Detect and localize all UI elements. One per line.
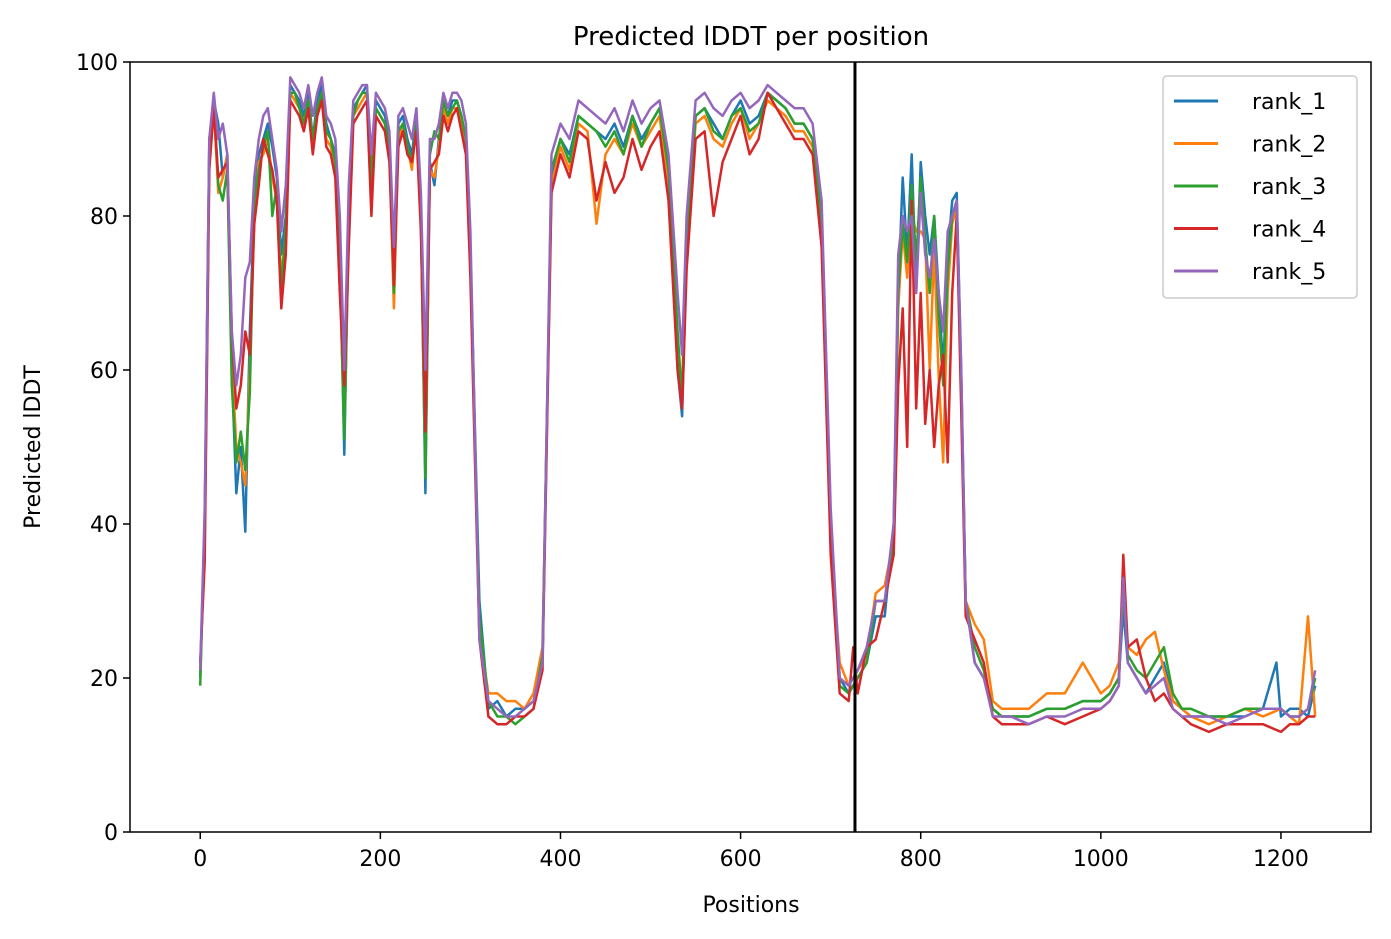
y-axis: 0 20 40 60 80 100: [76, 51, 130, 846]
y-tick-label: 100: [76, 51, 118, 76]
series-line-rank_4: [198, 91, 1316, 734]
y-tick-label: 0: [104, 821, 118, 846]
x-axis-title: Positions: [702, 893, 799, 918]
x-tick-label: 1000: [1073, 847, 1129, 872]
legend-label-rank_2: rank_2: [1252, 133, 1326, 158]
chart-title: Predicted lDDT per position: [573, 22, 929, 52]
y-axis-title: Predicted lDDT: [21, 365, 46, 529]
legend-box: [1162, 75, 1358, 299]
y-tick-label: 60: [90, 359, 118, 384]
x-tick-label: 600: [720, 847, 762, 872]
y-tick-label: 80: [90, 205, 118, 230]
legend-label-rank_5: rank_5: [1252, 260, 1326, 285]
x-tick-label: 200: [359, 847, 401, 872]
legend: rank_1 rank_2 rank_3 rank_4 rank_5: [1162, 75, 1358, 299]
series-line-rank_5: [198, 76, 1317, 726]
series-layer: [198, 76, 1317, 734]
x-tick-label: 400: [539, 847, 581, 872]
x-tick-label: 0: [193, 847, 207, 872]
legend-label-rank_4: rank_4: [1252, 218, 1326, 243]
y-tick-label: 20: [90, 667, 118, 692]
y-tick-label: 40: [90, 513, 118, 538]
legend-label-rank_1: rank_1: [1252, 90, 1326, 115]
x-axis: 0 200 400 600 800 1000 1200: [193, 832, 1309, 872]
x-tick-label: 800: [900, 847, 942, 872]
legend-label-rank_3: rank_3: [1252, 175, 1326, 200]
x-tick-label: 1200: [1253, 847, 1309, 872]
plot-area-frame: [129, 61, 1372, 833]
